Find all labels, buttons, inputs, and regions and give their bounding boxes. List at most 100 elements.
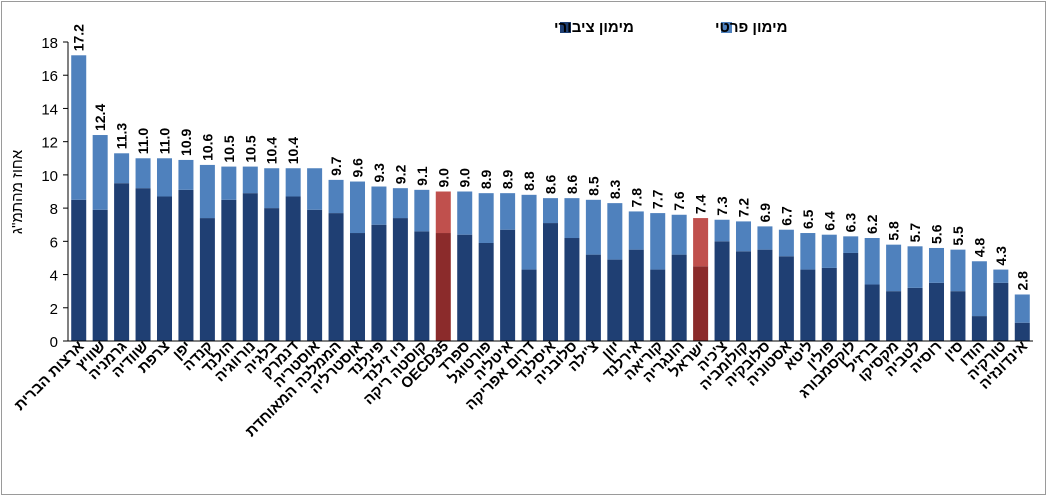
y-tick-label: 10: [41, 168, 58, 185]
bar-segment-private: [500, 193, 516, 230]
bar-segment-public: [285, 196, 301, 341]
bar-segment-private: [92, 135, 108, 210]
bar-segment-private: [435, 191, 451, 234]
bar-segment-public: [607, 259, 623, 341]
bar-segment-private: [285, 168, 301, 197]
bar-segment-private: [928, 247, 945, 283]
x-axis-labels: ארצות הבריתשוויץגרמניהשוודיהצרפתיפןקנדהה…: [11, 338, 1031, 441]
bar-segment-private: [650, 213, 666, 270]
total-value-label: 8.6: [564, 174, 580, 194]
bar-segment-public: [693, 266, 709, 341]
legend: מימון ציבורי מימון פרטי: [554, 19, 788, 36]
bar-segment-public: [307, 209, 323, 341]
bar-segment-public: [414, 231, 430, 341]
bar-segment-private: [307, 168, 323, 210]
bar-segment-private: [178, 159, 194, 190]
bar-segment-private: [693, 218, 709, 267]
total-value-label: 6.3: [843, 213, 859, 233]
bar-segment-private: [907, 246, 923, 288]
bar-segment-public: [843, 252, 859, 341]
total-value-label: 8.9: [500, 169, 516, 189]
bar-segment-private: [478, 193, 494, 243]
bar-segment-public: [221, 199, 237, 341]
bar-segment-public: [135, 188, 151, 341]
total-value-label: 9.7: [328, 156, 344, 176]
bar-segment-private: [542, 198, 559, 224]
bar-segment-public: [92, 209, 108, 341]
bar-segment-public: [778, 256, 794, 341]
bar-segment-private: [521, 194, 537, 270]
total-value-label: 5.5: [950, 226, 966, 246]
bar-segment-private: [843, 236, 859, 253]
total-value-label: 2.8: [1014, 271, 1030, 291]
bar-segment-public: [392, 218, 408, 341]
total-value-label: 7.8: [628, 188, 644, 208]
bar-segment-private: [457, 191, 473, 235]
bar-segment-private: [778, 229, 794, 257]
bar-segment-public: [735, 251, 752, 341]
y-tick-label: 18: [41, 35, 58, 52]
bar-segment-public: [714, 241, 730, 341]
bar-segment-public: [478, 242, 494, 341]
y-tick-label: 14: [41, 101, 58, 118]
bar-segment-public: [264, 208, 280, 341]
bar-segment-private: [71, 55, 87, 200]
y-tick-label: 4: [50, 268, 58, 285]
y-tick-label: 6: [50, 234, 58, 251]
bar-segment-public: [178, 189, 194, 341]
bar-segment-public: [950, 291, 966, 341]
y-tick-label: 8: [50, 201, 58, 218]
total-value-label: 7.2: [736, 198, 752, 218]
total-value-label: 9.1: [414, 166, 430, 186]
bar-segment-public: [671, 254, 687, 341]
total-value-label: 7.3: [714, 196, 730, 216]
bar-segment-public: [821, 267, 837, 341]
bar-segment-private: [349, 181, 366, 234]
total-value-label: 9.6: [350, 158, 366, 178]
bar-segment-public: [242, 193, 258, 341]
total-value-label: 11.0: [157, 128, 173, 155]
total-value-label: 10.4: [264, 137, 280, 164]
bar-segment-public: [993, 282, 1009, 341]
bar-segment-public: [114, 183, 130, 341]
bar-segment-public: [349, 233, 366, 341]
bar-segment-private: [714, 219, 730, 242]
bar-segment-public: [457, 234, 473, 341]
total-value-label: 5.6: [929, 224, 945, 244]
total-value-label: 7.7: [650, 189, 666, 209]
bar-segment-private: [242, 166, 258, 194]
bar-segment-public: [864, 284, 880, 341]
bar-segment-private: [864, 238, 880, 285]
total-value-label: 5.7: [907, 223, 923, 243]
bar-segment-public: [521, 269, 537, 341]
bar-segment-public: [500, 229, 516, 341]
total-value-label: 6.9: [757, 203, 773, 223]
bar-segment-public: [328, 213, 344, 341]
total-value-label: 7.6: [671, 191, 687, 211]
bar-segment-public: [907, 287, 923, 341]
bar-segment-public: [585, 254, 601, 341]
total-value-label: 9.0: [435, 168, 451, 188]
value-labels: 17.2 12.4 11.3 11.0 11.0 10.9 10.6 10.5 10.5 10.4…: [71, 24, 1031, 291]
bar-segment-private: [221, 166, 237, 200]
total-value-label: 7.4: [693, 194, 709, 214]
bar-segment-public: [886, 291, 902, 341]
bar-segment-private: [264, 168, 280, 209]
bar-segment-private: [371, 186, 387, 225]
y-tick-label: 16: [41, 68, 58, 85]
bar-segment-public: [199, 218, 215, 341]
total-value-label: 6.5: [800, 209, 816, 229]
legend-swatch-public: [560, 22, 571, 33]
bar-segment-public: [928, 282, 945, 341]
bar-segment-public: [800, 269, 816, 341]
bar-segment-private: [671, 214, 687, 255]
legend-label-private: מימון פרטי: [715, 19, 788, 36]
y-axis-title: אחוז מהתמ"ג: [9, 149, 26, 234]
bar-segment-private: [114, 153, 130, 184]
bar-segment-public: [435, 233, 451, 341]
bar-segment-private: [607, 203, 623, 260]
bar-segment-private: [993, 269, 1009, 283]
bar-segment-private: [392, 188, 408, 219]
bar-segment-public: [542, 223, 559, 341]
total-value-label: 9.0: [457, 168, 473, 188]
